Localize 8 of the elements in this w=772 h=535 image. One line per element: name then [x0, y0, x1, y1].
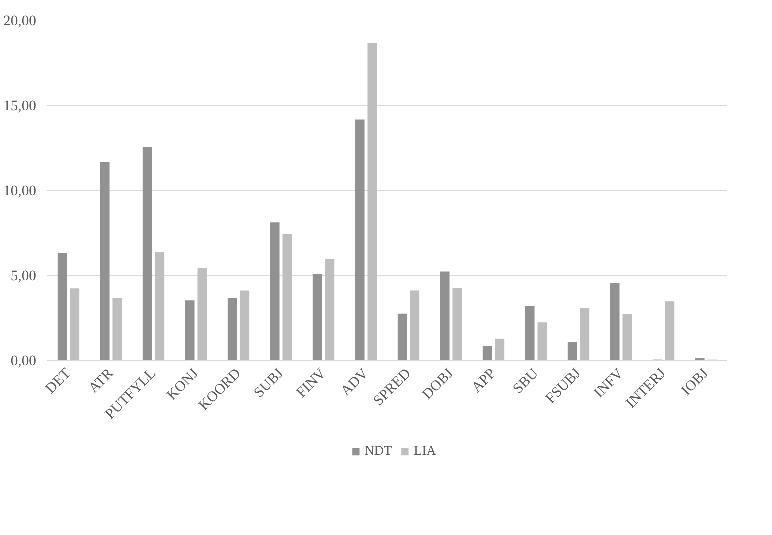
y-tick-label: 15,00 — [4, 98, 37, 114]
legend-label: LIA — [414, 443, 436, 459]
y-tick-label: 20,00 — [4, 14, 37, 30]
y-tick-label: 10,00 — [4, 184, 37, 200]
y-tick-label: 0,00 — [10, 354, 37, 370]
y-tick-label: 5,00 — [10, 268, 37, 284]
x-tick-label: APP — [469, 366, 500, 396]
legend-label: NDT — [364, 443, 392, 459]
